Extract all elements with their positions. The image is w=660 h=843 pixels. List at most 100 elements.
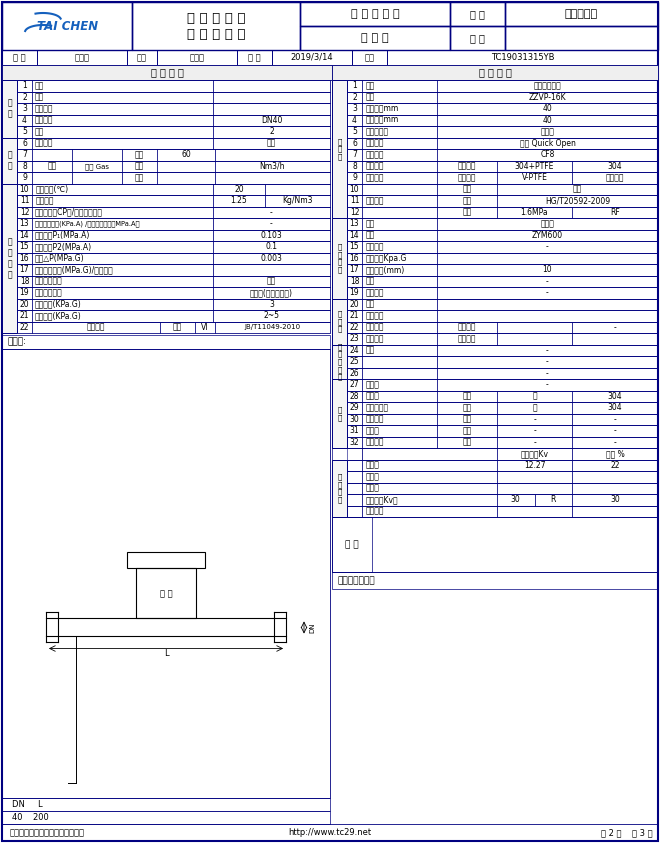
Text: 10: 10: [350, 185, 359, 194]
Text: 丁腈橡胶: 丁腈橡胶: [606, 174, 624, 182]
Bar: [2, 824, 658, 841]
Text: 6: 6: [22, 139, 27, 148]
Bar: [497, 390, 572, 402]
Bar: [347, 345, 362, 356]
Bar: [17, 195, 32, 207]
Bar: [332, 298, 347, 345]
Text: 阀座直径mm: 阀座直径mm: [366, 115, 399, 125]
Bar: [32, 287, 213, 298]
Bar: [572, 207, 658, 218]
Bar: [332, 459, 658, 471]
Text: 3: 3: [269, 300, 274, 309]
Bar: [2, 149, 330, 160]
Bar: [362, 276, 437, 287]
Text: 输出信号: 输出信号: [458, 323, 477, 332]
Bar: [332, 459, 347, 517]
Bar: [572, 321, 658, 333]
Text: L: L: [164, 649, 168, 658]
Bar: [437, 241, 658, 253]
Text: -: -: [614, 438, 616, 447]
Text: 管道规格: 管道规格: [35, 115, 53, 125]
Text: 型号: 型号: [366, 300, 376, 309]
Text: 11: 11: [350, 196, 359, 205]
Text: 5: 5: [352, 127, 357, 137]
Bar: [437, 425, 497, 437]
Bar: [362, 218, 437, 229]
Bar: [2, 310, 330, 321]
Bar: [17, 184, 32, 195]
Bar: [362, 298, 437, 310]
Text: 32: 32: [350, 438, 359, 447]
Bar: [362, 92, 437, 103]
Text: 8: 8: [352, 162, 357, 171]
Text: 304: 304: [608, 162, 622, 171]
Text: 最小: 最小: [135, 174, 144, 182]
Bar: [122, 160, 157, 172]
Bar: [213, 103, 330, 115]
Text: 20: 20: [350, 300, 359, 309]
Bar: [572, 402, 658, 414]
Bar: [362, 80, 437, 92]
Bar: [347, 115, 362, 126]
Bar: [17, 80, 32, 92]
Bar: [362, 103, 437, 115]
Bar: [497, 459, 572, 471]
Text: 标准密度: 标准密度: [36, 196, 55, 205]
Bar: [332, 241, 658, 253]
Text: 关闭: 关闭: [267, 277, 276, 286]
Bar: [347, 482, 362, 494]
Bar: [32, 149, 72, 160]
Text: 304: 304: [608, 403, 622, 412]
Bar: [347, 368, 362, 379]
Text: 19: 19: [20, 288, 29, 298]
Bar: [497, 425, 572, 437]
Bar: [265, 184, 330, 195]
Bar: [347, 287, 362, 298]
Bar: [437, 218, 658, 229]
Bar: [572, 425, 658, 437]
Text: 16: 16: [20, 254, 29, 263]
Text: 备 注: 备 注: [345, 540, 359, 549]
Bar: [2, 207, 330, 218]
Text: 防爆等级: 防爆等级: [366, 311, 385, 320]
Text: 客户确认签字：: 客户确认签字：: [337, 576, 375, 585]
Text: -: -: [614, 415, 616, 424]
Bar: [2, 798, 330, 811]
Text: 公称通径mm: 公称通径mm: [366, 105, 399, 113]
Text: 流量: 流量: [48, 162, 57, 171]
Text: 阀体材质: 阀体材质: [366, 150, 385, 159]
Bar: [2, 321, 330, 333]
Bar: [17, 92, 32, 103]
Text: 29: 29: [350, 403, 359, 412]
Bar: [332, 92, 658, 103]
Bar: [572, 437, 658, 448]
Bar: [157, 160, 215, 172]
Text: 原 始 数 据: 原 始 数 据: [150, 67, 183, 78]
Text: 正常: 正常: [135, 162, 144, 171]
Bar: [2, 2, 132, 50]
Bar: [332, 137, 658, 149]
Text: 氮气: 氮气: [267, 139, 276, 148]
Bar: [437, 379, 658, 390]
Bar: [2, 80, 17, 137]
Bar: [347, 149, 362, 160]
Bar: [32, 172, 72, 184]
Bar: [332, 253, 658, 264]
Text: 膜片材质: 膜片材质: [458, 174, 477, 182]
Bar: [215, 172, 330, 184]
Bar: [332, 333, 658, 345]
Bar: [362, 402, 437, 414]
Bar: [347, 126, 362, 137]
Bar: [347, 253, 362, 264]
Text: 冷凝器: 冷凝器: [366, 380, 380, 389]
Bar: [497, 471, 572, 482]
Text: 13: 13: [20, 219, 29, 228]
Text: 材质: 材质: [463, 415, 472, 424]
Bar: [332, 494, 658, 506]
Text: 2: 2: [352, 93, 357, 102]
Bar: [332, 437, 658, 448]
Bar: [332, 414, 658, 425]
Text: 额定行程(mm): 额定行程(mm): [366, 266, 405, 274]
Bar: [347, 229, 362, 241]
Bar: [72, 160, 122, 172]
